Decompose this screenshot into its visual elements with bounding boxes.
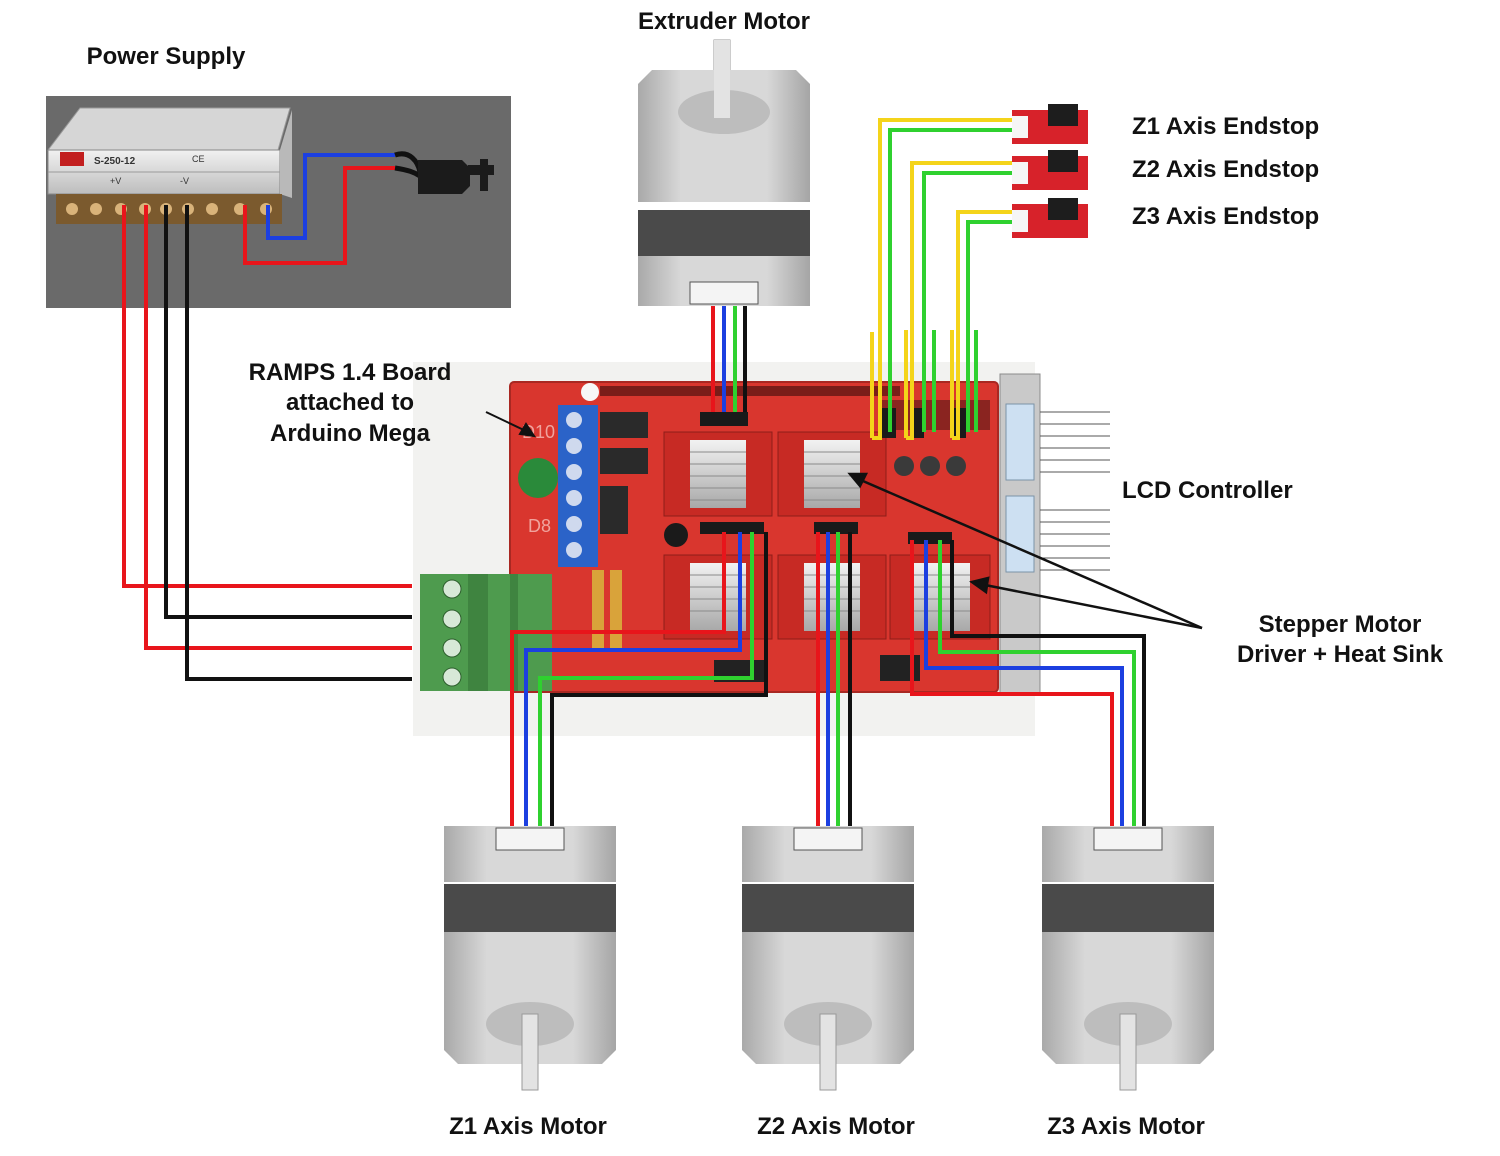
psu-logo [60, 152, 84, 166]
z2-motor-wires [816, 532, 852, 770]
extruder-motor [638, 39, 810, 306]
psu-minus-v-text: -V [180, 176, 189, 186]
stepper-pointer-arrows [847, 472, 1203, 630]
z3-motor-wires [910, 540, 1146, 770]
power-supply-label: Power Supply [87, 43, 246, 70]
polyfuse [518, 458, 558, 498]
extruder-motor-label: Extruder Motor [638, 8, 810, 35]
power-supply: S-250-12 CE +V -V [46, 96, 511, 308]
z3-motor-label: Z3 Axis Motor [1047, 1113, 1205, 1140]
lcd-controller-label: LCD Controller [1122, 477, 1293, 504]
z2-motor [742, 826, 914, 1091]
ramps-label-line-1: RAMPS 1.4 Board [249, 359, 452, 386]
z3-endstop-label: Z3 Axis Endstop [1132, 203, 1319, 230]
extruder-motor-wires [711, 300, 747, 412]
psu-model-text: S-250-12 [94, 156, 136, 167]
ac-plug [418, 160, 470, 194]
z1-motor [444, 826, 616, 1091]
ramps-d10-text: D10 [522, 422, 555, 442]
z1-endstop [1012, 104, 1088, 144]
lcd-controller-connector [999, 373, 1110, 695]
blue-power-terminal [558, 405, 598, 567]
ramps-pointer-arrow [485, 411, 537, 438]
stepper-driver-top-left [663, 431, 773, 517]
z3-motor [1042, 826, 1214, 1091]
psu-terminal-screws [66, 203, 272, 215]
ramps-label-line-2: attached to [286, 389, 414, 416]
stepper-driver-top-right [777, 431, 887, 517]
stepper-driver-bottom-middle [777, 554, 887, 640]
ramps-d8-text: D8 [528, 516, 551, 536]
z2-endstop [1012, 150, 1088, 190]
stepper-driver-bottom-left [663, 554, 773, 640]
z2-endstop-label: Z2 Axis Endstop [1132, 156, 1319, 183]
z1-endstop-label: Z1 Axis Endstop [1132, 113, 1319, 140]
z3-endstop [1012, 198, 1088, 238]
z2-motor-label: Z2 Axis Motor [757, 1113, 915, 1140]
stepper-driver-label-line-2: Driver + Heat Sink [1237, 641, 1444, 668]
psu-ce-text: CE [192, 154, 205, 164]
z1-motor-label: Z1 Axis Motor [449, 1113, 607, 1140]
stepper-driver-label-line-1: Stepper Motor [1259, 611, 1422, 638]
endstop-wires [870, 118, 1012, 440]
z1-motor-wires [510, 532, 768, 770]
ramps-label-line-3: Arduino Mega [270, 420, 431, 447]
z-motor-lead-stubs [510, 770, 1146, 828]
power-wires [122, 205, 412, 681]
psu-plus-v-text: +V [110, 176, 121, 186]
